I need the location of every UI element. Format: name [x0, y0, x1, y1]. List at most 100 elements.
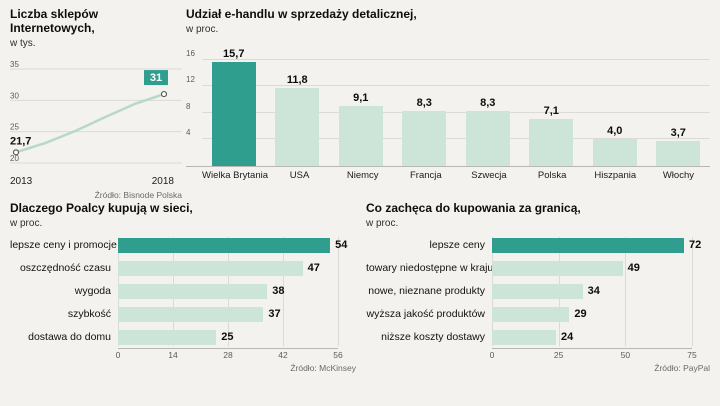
chart-title: Udział e-handlu w sprzedaży detalicznej,: [186, 7, 417, 21]
row-label: szybkość: [67, 308, 111, 321]
row-label: dostawa do domu: [28, 331, 111, 344]
bar-row: lepsze ceny 72: [366, 237, 710, 254]
bar: [211, 61, 256, 166]
category-label: Wielka Brytania: [202, 169, 268, 181]
bar-row: wyższa jakość produktów 29: [366, 306, 710, 323]
chart-subtitle: w proc.: [10, 217, 43, 229]
bar-zone: 72: [492, 237, 701, 253]
bar-column: 8,3: [456, 41, 520, 166]
category-label: Niemcy: [346, 169, 379, 181]
bar-column: 15,7: [202, 41, 266, 166]
x-tick-label: 28: [223, 349, 233, 360]
x-tick-label: 25: [553, 349, 564, 360]
x-tick-label: 56: [333, 349, 343, 360]
y-tick-label: 12: [186, 75, 195, 85]
bar-value-label: 11,8: [286, 73, 308, 86]
chart-subtitle: w proc.: [186, 23, 219, 35]
category-label: Polska: [537, 169, 567, 181]
chart-title: Dlaczego Poalcy kupują w sieci,: [10, 201, 193, 215]
bar-column: 11,8: [266, 41, 330, 166]
bar: [492, 260, 623, 276]
line-plot: 20 25 30 35 21,7 31: [10, 55, 182, 175]
bar-value-label: 37: [268, 307, 281, 320]
bar: [529, 118, 574, 166]
line-chart-svg: 20 25 30 35 21,7 31: [10, 60, 182, 164]
bar: [465, 110, 510, 166]
bar: [118, 260, 303, 276]
bar-zone: 38: [118, 283, 338, 299]
gridline: [338, 236, 339, 346]
x-tick-label: 0: [489, 349, 495, 360]
gridline: [283, 236, 284, 346]
category-label: Włochy: [662, 169, 694, 181]
bar-value-label: 9,1: [353, 91, 369, 104]
bar-zone: 37: [118, 306, 338, 322]
gridline: [692, 236, 693, 346]
row-label: oszczędność czasu: [19, 262, 111, 275]
y-tick-label: 25: [10, 122, 19, 131]
bar-zone: 47: [118, 260, 338, 276]
gridline: [625, 236, 627, 346]
bar-value-label: 4,0: [607, 125, 623, 138]
row-label: wyższa jakość produktów: [366, 308, 485, 321]
bar-value-label: 25: [221, 330, 234, 343]
bar-zone: 54: [118, 237, 347, 253]
bar-row: nowe, nieznane produkty 34: [366, 283, 710, 300]
bar-row: dostawa do domu 25: [10, 329, 356, 346]
bar-column: 9,1: [329, 41, 393, 166]
bar: [592, 139, 637, 166]
gridline: [202, 138, 710, 140]
data-point: [12, 148, 20, 156]
x-tick-label: 2013: [10, 175, 33, 187]
x-tick-label: 2018: [151, 175, 174, 187]
bar-columns: 15,7 11,8 9,1 8,3 8,3 7,1 4,0 3,7: [202, 41, 710, 166]
hbar-rows: lepsze ceny 72 towary niedostępne w kraju 4…: [366, 236, 710, 346]
bar-row: wygoda 38: [10, 283, 356, 300]
row-label: wygoda: [74, 285, 111, 298]
bar-value-label: 54: [335, 238, 348, 251]
bar-column: 4,0: [583, 41, 647, 166]
axis-line: [492, 347, 692, 349]
row-label: nowe, nieznane produkty: [368, 285, 485, 298]
x-tick-label: 42: [278, 349, 288, 360]
y-tick-label: 30: [10, 91, 19, 100]
bar: [118, 306, 264, 322]
bar: [492, 283, 583, 299]
bar: [656, 141, 701, 166]
trend-line: [15, 92, 165, 154]
source-note: Źródło: McKinsey: [290, 362, 356, 373]
y-tick-label: 35: [10, 60, 19, 69]
category-label: Szwecja: [471, 169, 507, 181]
bar-value-label: 24: [561, 330, 574, 343]
bar-value-label: 38: [272, 284, 285, 297]
bar-row: niższe koszty dostawy 24: [366, 329, 710, 346]
bar-column: 7,1: [520, 41, 584, 166]
category-label: Francja: [410, 169, 442, 181]
bar: [338, 105, 383, 166]
x-axis-labels: 2013 2018: [10, 176, 182, 187]
y-tick-label: 16: [186, 48, 195, 58]
bar: [118, 329, 217, 345]
bar: [118, 283, 268, 299]
row-label: niższe koszty dostawy: [381, 331, 485, 344]
x-tick-label: 50: [620, 349, 631, 360]
x-tick-label: 14: [168, 349, 178, 360]
first-value-label: 21,7: [10, 135, 31, 147]
y-tick-label: 20: [10, 154, 19, 163]
bar-value-label: 7,1: [543, 104, 559, 117]
bar-column: 8,3: [393, 41, 457, 166]
y-tick-label: 4: [186, 128, 191, 138]
bar-value-label: 15,7: [223, 47, 245, 60]
x-axis: 0 25 50 75: [366, 347, 710, 360]
category-labels: Wielka Brytania USA Niemcy Francja Szwecja Po…: [202, 170, 710, 181]
axis-line: [118, 347, 338, 349]
chart-title: Co zachęca do kupowania za granicą,: [366, 201, 581, 215]
last-value-label: 31: [150, 72, 162, 84]
chart-online-shops-count: Liczba sklepów Internetowych, w tys. 20 2…: [10, 7, 182, 200]
bar-value-label: 72: [689, 238, 702, 251]
y-tick-label: 8: [186, 101, 191, 111]
bar-column: 3,7: [647, 41, 711, 166]
bar-value-label: 47: [307, 261, 320, 274]
bar-row: towary niedostępne w kraju 49: [366, 260, 710, 277]
